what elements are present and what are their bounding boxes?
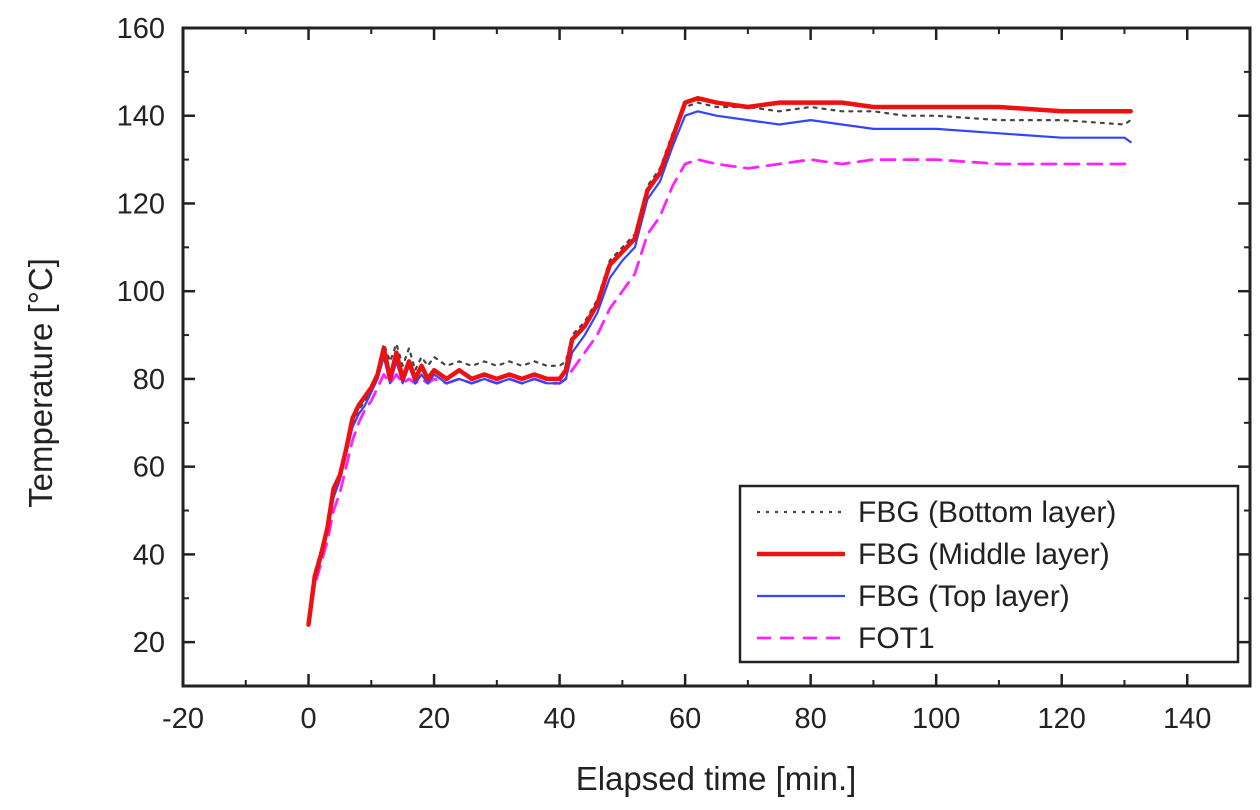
series-line-2: [307, 110, 1132, 626]
legend-label: FBG (Middle layer): [858, 538, 1110, 571]
legend-label: FBG (Top layer): [858, 580, 1070, 613]
x-tick-label: 40: [543, 703, 575, 735]
x-tick-label: 120: [1038, 703, 1086, 735]
series-layer: [306, 95, 1133, 627]
x-tick-label: 0: [300, 703, 316, 735]
y-axis-title: Temperature [°C]: [22, 258, 59, 508]
y-tick-label: 80: [133, 364, 165, 396]
x-tick-label: 140: [1163, 703, 1211, 735]
x-tick-label: 60: [669, 703, 701, 735]
x-tick-label: 100: [912, 703, 960, 735]
x-tick-label: -20: [162, 703, 204, 735]
x-tick-label: 20: [418, 703, 450, 735]
x-axis-title: Elapsed time [min.]: [576, 760, 857, 797]
y-tick-label: 20: [133, 627, 165, 659]
y-tick-label: 100: [117, 276, 165, 308]
series-line-1: [306, 95, 1133, 627]
legend-label: FOT1: [858, 622, 935, 655]
x-tick-label: 80: [795, 703, 827, 735]
x-axis: -20 0 20 40 60 80 100 120 140: [162, 28, 1211, 735]
legend-label: FBG (Bottom layer): [858, 496, 1116, 529]
series-line-0: [307, 101, 1132, 626]
y-tick-label: 60: [133, 452, 165, 484]
y-axis: 20 40 60 80 100 120 140 160: [117, 13, 1250, 659]
y-tick-label: 160: [117, 13, 165, 45]
plot-frame: [181, 26, 1252, 688]
y-tick-label: 140: [117, 101, 165, 133]
legend: FBG (Bottom layer) FBG (Middle layer) FBG …: [738, 484, 1240, 664]
y-tick-label: 120: [117, 188, 165, 220]
legend-box: [738, 484, 1240, 664]
y-tick-label: 40: [133, 539, 165, 571]
